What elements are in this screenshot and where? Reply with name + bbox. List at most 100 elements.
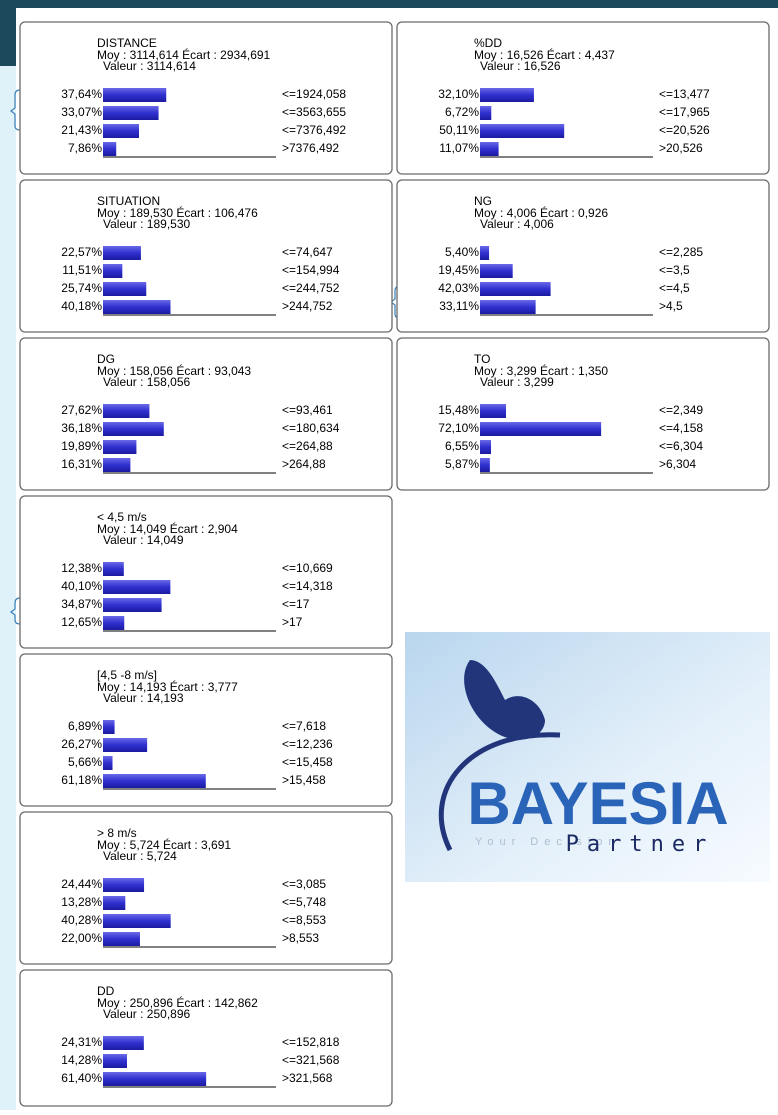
monitor-value: Valeur : 14,049: [103, 533, 184, 547]
state-label: <=20,526: [659, 123, 710, 137]
state-label: <=154,994: [282, 263, 340, 277]
state-label: <=8,553: [282, 913, 326, 927]
state-label: <=152,818: [282, 1035, 340, 1049]
percent-label: 24,31%: [61, 1035, 102, 1049]
monitor-value: Valeur : 250,896: [103, 1007, 191, 1021]
state-label: <=2,349: [659, 403, 703, 417]
percent-label: 37,64%: [61, 87, 102, 101]
bar: [103, 458, 130, 472]
state-label: >15,458: [282, 773, 326, 787]
percent-label: 40,28%: [61, 913, 102, 927]
state-label: <=14,318: [282, 579, 333, 593]
bar: [480, 106, 491, 120]
state-label: <=17: [282, 597, 310, 611]
percent-label: 12,38%: [61, 561, 102, 575]
percent-label: 33,07%: [61, 105, 102, 119]
percent-label: 5,87%: [445, 457, 479, 471]
state-label: <=4,5: [659, 281, 690, 295]
logo-brand: BAYESIA: [467, 770, 728, 837]
page: {"monitors": [ {"title": "DISTANCE", "st…: [0, 0, 778, 1110]
corner-block: [0, 0, 16, 66]
state-label: <=10,669: [282, 561, 333, 575]
bar: [103, 1072, 206, 1086]
bar: [103, 598, 162, 612]
bar: [103, 616, 124, 630]
state-label: <=6,304: [659, 439, 703, 453]
bar: [480, 440, 491, 454]
percent-label: 19,89%: [61, 439, 102, 453]
monitor-value: Valeur : 14,193: [103, 691, 184, 705]
state-label: <=93,461: [282, 403, 333, 417]
bar: [103, 246, 141, 260]
percent-label: 7,86%: [68, 141, 102, 155]
top-bar: [0, 0, 778, 8]
bar: [103, 756, 113, 770]
bar: [103, 932, 140, 946]
percent-label: 40,10%: [61, 579, 102, 593]
percent-label: 36,18%: [61, 421, 102, 435]
percent-label: 14,28%: [61, 1053, 102, 1067]
state-label: >6,304: [659, 457, 696, 471]
percent-label: 25,74%: [61, 281, 102, 295]
state-label: <=7,618: [282, 719, 326, 733]
monitor-value: Valeur : 3114,614: [103, 59, 196, 73]
bar: [103, 404, 149, 418]
bar: [480, 246, 489, 260]
state-label: <=12,236: [282, 737, 333, 751]
bar: [480, 142, 499, 156]
bar: [103, 1054, 127, 1068]
state-label: >264,88: [282, 457, 326, 471]
percent-label: 22,00%: [61, 931, 102, 945]
bar: [103, 738, 147, 752]
bar: [480, 124, 564, 138]
state-label: <=3,085: [282, 877, 326, 891]
bar: [103, 896, 125, 910]
bar: [480, 264, 513, 278]
percent-label: 5,66%: [68, 755, 102, 769]
state-label: <=321,568: [282, 1053, 340, 1067]
percent-label: 42,03%: [438, 281, 479, 295]
state-label: <=4,158: [659, 421, 703, 435]
state-label: >321,568: [282, 1071, 333, 1085]
percent-label: 26,27%: [61, 737, 102, 751]
percent-label: 34,87%: [61, 597, 102, 611]
state-label: >7376,492: [282, 141, 339, 155]
percent-label: 50,11%: [439, 123, 479, 137]
bar: [103, 440, 136, 454]
bar: [103, 878, 144, 892]
bar: [103, 580, 170, 594]
bar: [480, 300, 536, 314]
bar: [480, 422, 601, 436]
screen: BAYESIA Your Decision Partner DISTANCEMo…: [0, 0, 778, 1110]
percent-label: 16,31%: [61, 457, 102, 471]
bar: [103, 422, 164, 436]
state-label: <=13,477: [659, 87, 710, 101]
monitor-value: Valeur : 4,006: [480, 217, 554, 231]
state-label: <=17,965: [659, 105, 710, 119]
bar: [103, 1036, 144, 1050]
bar: [103, 562, 124, 576]
bar: [103, 106, 159, 120]
monitor-value: Valeur : 3,299: [480, 375, 554, 389]
bar: [480, 404, 506, 418]
state-label: >20,526: [659, 141, 703, 155]
bar: [103, 300, 171, 314]
percent-label: 11,07%: [439, 141, 479, 155]
percent-label: 21,43%: [61, 123, 102, 137]
percent-label: 13,28%: [61, 895, 102, 909]
bar: [103, 88, 166, 102]
bar: [480, 458, 490, 472]
logo-partner: Partner: [566, 832, 715, 857]
state-label: >8,553: [282, 931, 319, 945]
bar: [103, 264, 122, 278]
percent-label: 72,10%: [438, 421, 479, 435]
state-label: <=180,634: [282, 421, 340, 435]
logo: BAYESIA Your Decision Partner: [405, 632, 770, 882]
percent-label: 22,57%: [61, 245, 102, 259]
percent-label: 6,89%: [68, 719, 102, 733]
state-label: <=5,748: [282, 895, 326, 909]
percent-label: 40,18%: [61, 299, 102, 313]
percent-label: 61,18%: [61, 773, 102, 787]
state-label: <=3563,655: [282, 105, 346, 119]
percent-label: 6,72%: [445, 105, 479, 119]
